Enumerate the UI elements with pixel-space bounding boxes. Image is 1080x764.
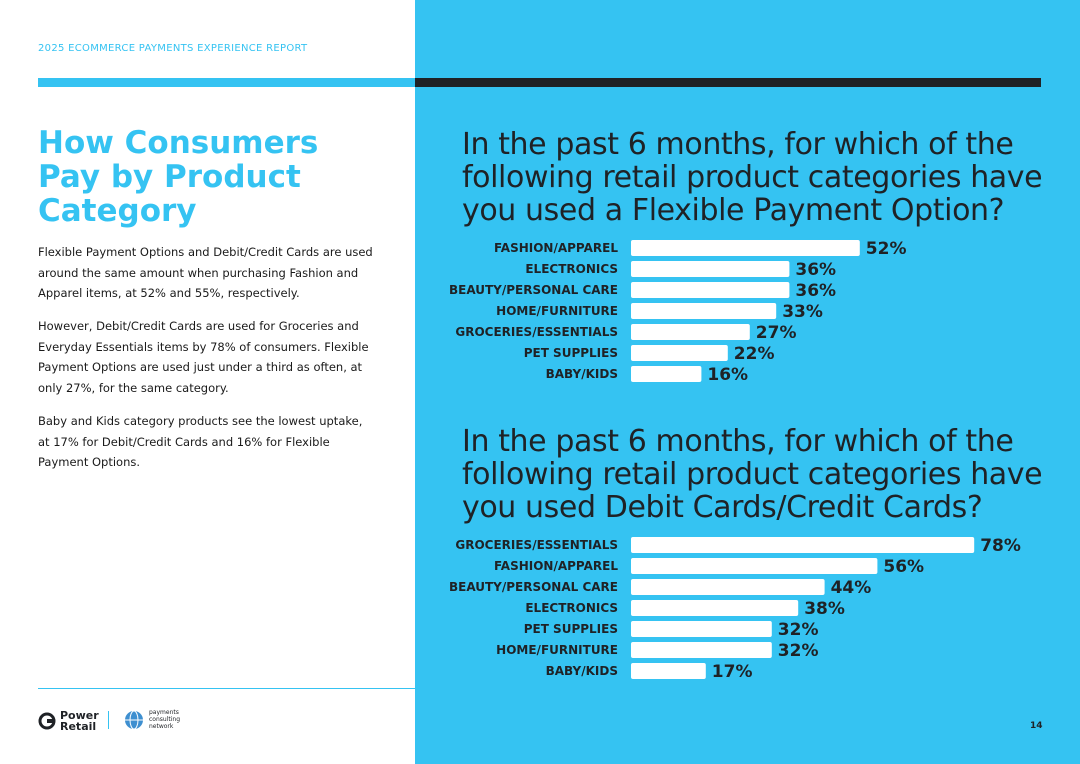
bar — [631, 537, 975, 553]
value-label: 32% — [778, 641, 819, 661]
bar — [631, 579, 825, 595]
logo-separator — [108, 711, 109, 729]
category-label: ELECTRONICS — [525, 262, 618, 276]
bar — [631, 663, 706, 679]
category-label: HOME/FURNITURE — [496, 643, 618, 657]
partner-text: payments consulting network — [149, 709, 180, 730]
value-label: 33% — [782, 302, 823, 322]
value-label: 36% — [795, 260, 836, 280]
report-title: 2025 ECOMMERCE PAYMENTS EXPERIENCE REPOR… — [38, 43, 308, 54]
bar — [631, 324, 750, 340]
bar — [631, 345, 728, 361]
bar — [631, 642, 772, 658]
brand-line-2: Retail — [60, 720, 97, 733]
value-label: 17% — [712, 662, 753, 682]
category-label: BEAUTY/PERSONAL CARE — [449, 580, 618, 594]
value-label: 38% — [804, 599, 845, 619]
header-rule-blue — [38, 78, 415, 87]
category-label: BABY/KIDS — [546, 664, 618, 678]
chart-2-title: In the past 6 months, for which of the f… — [462, 424, 1043, 525]
bar — [631, 600, 799, 616]
value-label: 56% — [883, 557, 924, 577]
category-label: ELECTRONICS — [525, 601, 618, 615]
bar — [631, 240, 860, 256]
value-label: 16% — [707, 365, 748, 385]
value-label: 32% — [778, 620, 819, 640]
category-label: BEAUTY/PERSONAL CARE — [449, 283, 618, 297]
category-label: FASHION/APPAREL — [494, 559, 618, 573]
bar — [631, 621, 772, 637]
value-label: 44% — [831, 578, 872, 598]
chart-1-title: In the past 6 months, for which of the f… — [462, 127, 1043, 228]
paragraph-3: Baby and Kids category products see the … — [38, 414, 363, 469]
category-label: HOME/FURNITURE — [496, 304, 618, 318]
category-label: FASHION/APPAREL — [494, 241, 618, 255]
category-label: PET SUPPLIES — [524, 622, 618, 636]
category-label: PET SUPPLIES — [524, 346, 618, 360]
value-label: 27% — [756, 323, 797, 343]
header-rule-dark — [415, 78, 1041, 87]
value-label: 36% — [795, 281, 836, 301]
value-label: 78% — [980, 536, 1021, 556]
pcn-logo: payments consulting network — [124, 709, 183, 730]
bar — [631, 261, 790, 277]
value-label: 52% — [866, 239, 907, 259]
paragraph-2: However, Debit/Credit Cards are used for… — [38, 319, 369, 395]
footer-rule — [38, 688, 1041, 689]
bar — [631, 558, 878, 574]
chart-2-debit-credit: GROCERIES/ESSENTIALS 78% FASHION/APPAREL 56… — [449, 536, 1021, 682]
paragraph-1: Flexible Payment Options and Debit/Credi… — [38, 245, 373, 300]
chart-1-flexible-payment: FASHION/APPAREL 52% ELECTRONICS 36% BEAUTY/P… — [449, 239, 907, 385]
bar — [631, 282, 790, 298]
value-label: 22% — [734, 344, 775, 364]
page-number: 14 — [1030, 721, 1043, 731]
bar — [631, 366, 702, 382]
category-label: BABY/KIDS — [546, 367, 618, 381]
globe-icon — [125, 710, 143, 729]
bar — [631, 303, 777, 319]
category-label: GROCERIES/ESSENTIALS — [455, 325, 618, 339]
power-retail-logo: Power Retail — [38, 710, 99, 732]
power-retail-icon — [38, 712, 56, 730]
page-headline: How Consumers Pay by Product Category — [38, 125, 319, 229]
brand-line-1: Power — [60, 709, 99, 722]
category-label: GROCERIES/ESSENTIALS — [455, 538, 618, 552]
